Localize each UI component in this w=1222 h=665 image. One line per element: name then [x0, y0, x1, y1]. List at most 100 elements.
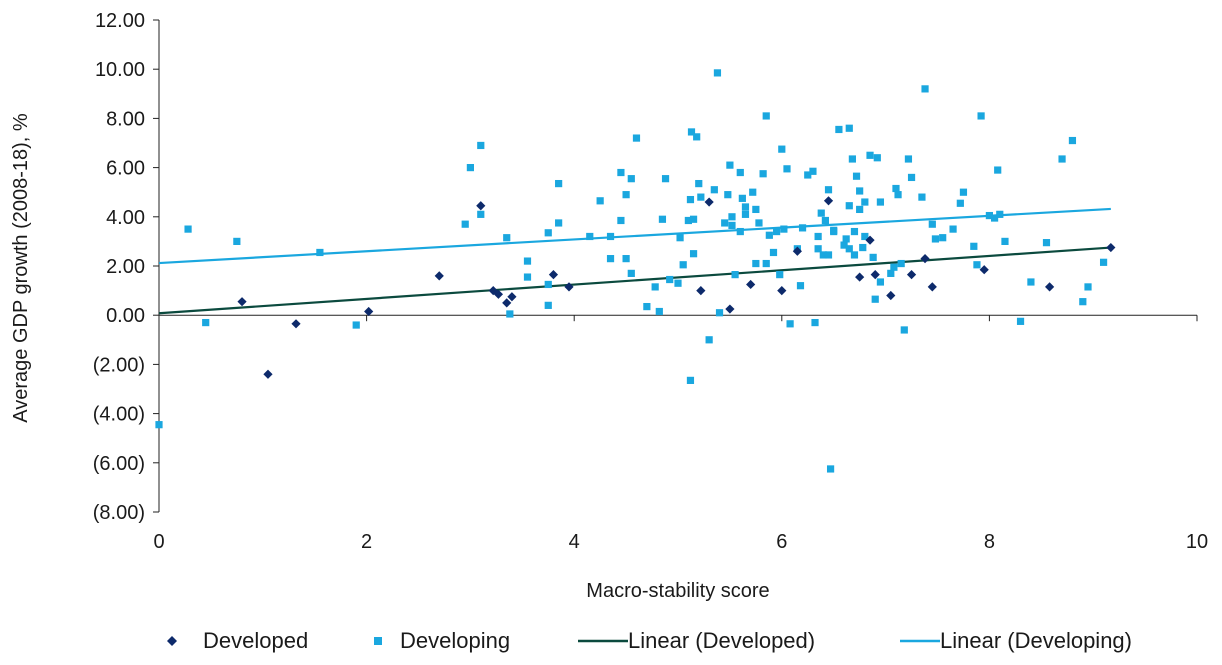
data-point-developed — [493, 289, 504, 299]
data-point-developing — [918, 193, 926, 201]
data-point-developed — [823, 196, 834, 206]
y-tick-label: (6.00) — [93, 453, 145, 475]
x-tick-label: 10 — [1186, 531, 1208, 553]
data-point-developing — [811, 318, 819, 327]
data-point-developing — [1099, 258, 1108, 266]
data-point-developing — [809, 167, 817, 175]
data-point-developed — [696, 286, 706, 296]
data-point-developing — [697, 193, 705, 201]
y-tick-label: 12.00 — [95, 10, 145, 32]
data-point-developing — [736, 227, 744, 236]
y-tick-label: (4.00) — [93, 404, 145, 426]
data-point-developed — [870, 270, 880, 280]
y-axis-title: Average GDP growth (2008-18), % — [10, 113, 32, 423]
data-point-developing — [728, 213, 736, 221]
data-point-developing — [544, 229, 552, 237]
data-point-developing — [949, 225, 957, 233]
data-point-developed — [865, 235, 875, 245]
data-point-developing — [523, 273, 532, 281]
legend-symbol-diamond — [167, 636, 177, 646]
data-point-developing — [687, 128, 696, 136]
data-point-developing — [783, 165, 791, 173]
data-point-developing — [904, 155, 913, 163]
data-point-developing — [627, 175, 635, 183]
data-point-developed — [476, 201, 486, 211]
data-point-developing — [939, 234, 947, 242]
y-tick-label: (8.00) — [93, 502, 145, 524]
data-point-developing — [715, 309, 724, 317]
data-point-developing — [661, 175, 670, 183]
data-point-developing — [759, 170, 767, 178]
data-point-developing — [821, 216, 829, 225]
data-point-developing — [826, 465, 835, 473]
data-point-developing — [840, 241, 848, 249]
data-point-developing — [762, 259, 770, 268]
data-point-developing — [544, 280, 552, 289]
data-point-developed — [1045, 282, 1055, 292]
data-point-developing — [606, 232, 615, 241]
data-point-developing — [693, 133, 701, 141]
data-point-developing — [996, 210, 1004, 218]
data-point-developed — [237, 297, 247, 307]
data-point-developing — [555, 219, 563, 227]
data-point-developed — [886, 290, 896, 301]
data-point-developed — [291, 319, 301, 329]
data-point-developing — [887, 269, 895, 277]
data-point-developing — [651, 283, 659, 291]
data-point-developing — [1016, 317, 1025, 325]
data-point-developing — [876, 198, 885, 206]
data-point-developing — [892, 184, 900, 193]
series-developing — [155, 69, 1108, 473]
data-point-developing — [890, 263, 898, 271]
data-point-developing — [861, 198, 869, 206]
data-point-developing — [973, 261, 981, 269]
data-point-developing — [856, 205, 864, 214]
data-point-developing — [959, 188, 968, 196]
data-point-developing — [731, 271, 739, 279]
legend-item-developed: Developed — [167, 628, 308, 653]
data-point-developing — [780, 225, 788, 233]
data-point-developing — [632, 134, 641, 142]
data-point-developing — [655, 307, 663, 316]
data-point-developing — [555, 179, 563, 188]
data-point-developed — [1106, 242, 1116, 253]
data-point-developing — [523, 257, 532, 265]
data-point-developing — [824, 186, 833, 194]
data-point-developed — [564, 282, 574, 292]
x-tick-label: 8 — [984, 531, 995, 553]
data-point-developing — [985, 211, 993, 220]
data-point-developing — [814, 245, 822, 253]
plot-area: 12.00 10.00 8.00 6.00 4.00 2.00 0.00 (2.00) (4.0… — [93, 10, 1208, 553]
y-tick-label: 4.00 — [106, 207, 145, 229]
data-point-developing — [897, 259, 905, 268]
data-point-developing — [856, 187, 864, 195]
x-tick-label: 6 — [776, 531, 787, 553]
data-point-developing — [907, 173, 916, 182]
data-point-developing — [710, 186, 718, 194]
data-point-developing — [233, 237, 241, 245]
data-point-developed — [507, 292, 517, 302]
data-point-developing — [666, 275, 674, 284]
series-developed — [237, 196, 1116, 379]
data-point-developing — [776, 271, 784, 279]
data-point-developing — [861, 232, 869, 241]
data-point-developing — [316, 248, 324, 257]
y-tick-label: 6.00 — [106, 158, 145, 180]
x-axis-title: Macro-stability score — [586, 580, 769, 602]
data-point-developing — [728, 221, 736, 230]
legend-item-linear-developed: Linear (Developed) — [578, 628, 815, 653]
data-point-developing — [606, 255, 615, 263]
x-tick-label: 0 — [153, 531, 164, 553]
data-point-developed — [704, 197, 714, 207]
trendline-linear-developing — [158, 207, 1111, 265]
trendline-linear-developed — [158, 246, 1111, 315]
data-point-developing — [461, 220, 469, 228]
data-point-developed — [746, 279, 756, 290]
legend-item-developing: Developing — [374, 628, 510, 653]
data-point-developing — [1079, 298, 1087, 306]
data-point-developing — [814, 232, 822, 241]
data-point-developing — [817, 209, 825, 217]
data-point-developing — [617, 168, 625, 177]
data-point-developing — [921, 85, 929, 93]
